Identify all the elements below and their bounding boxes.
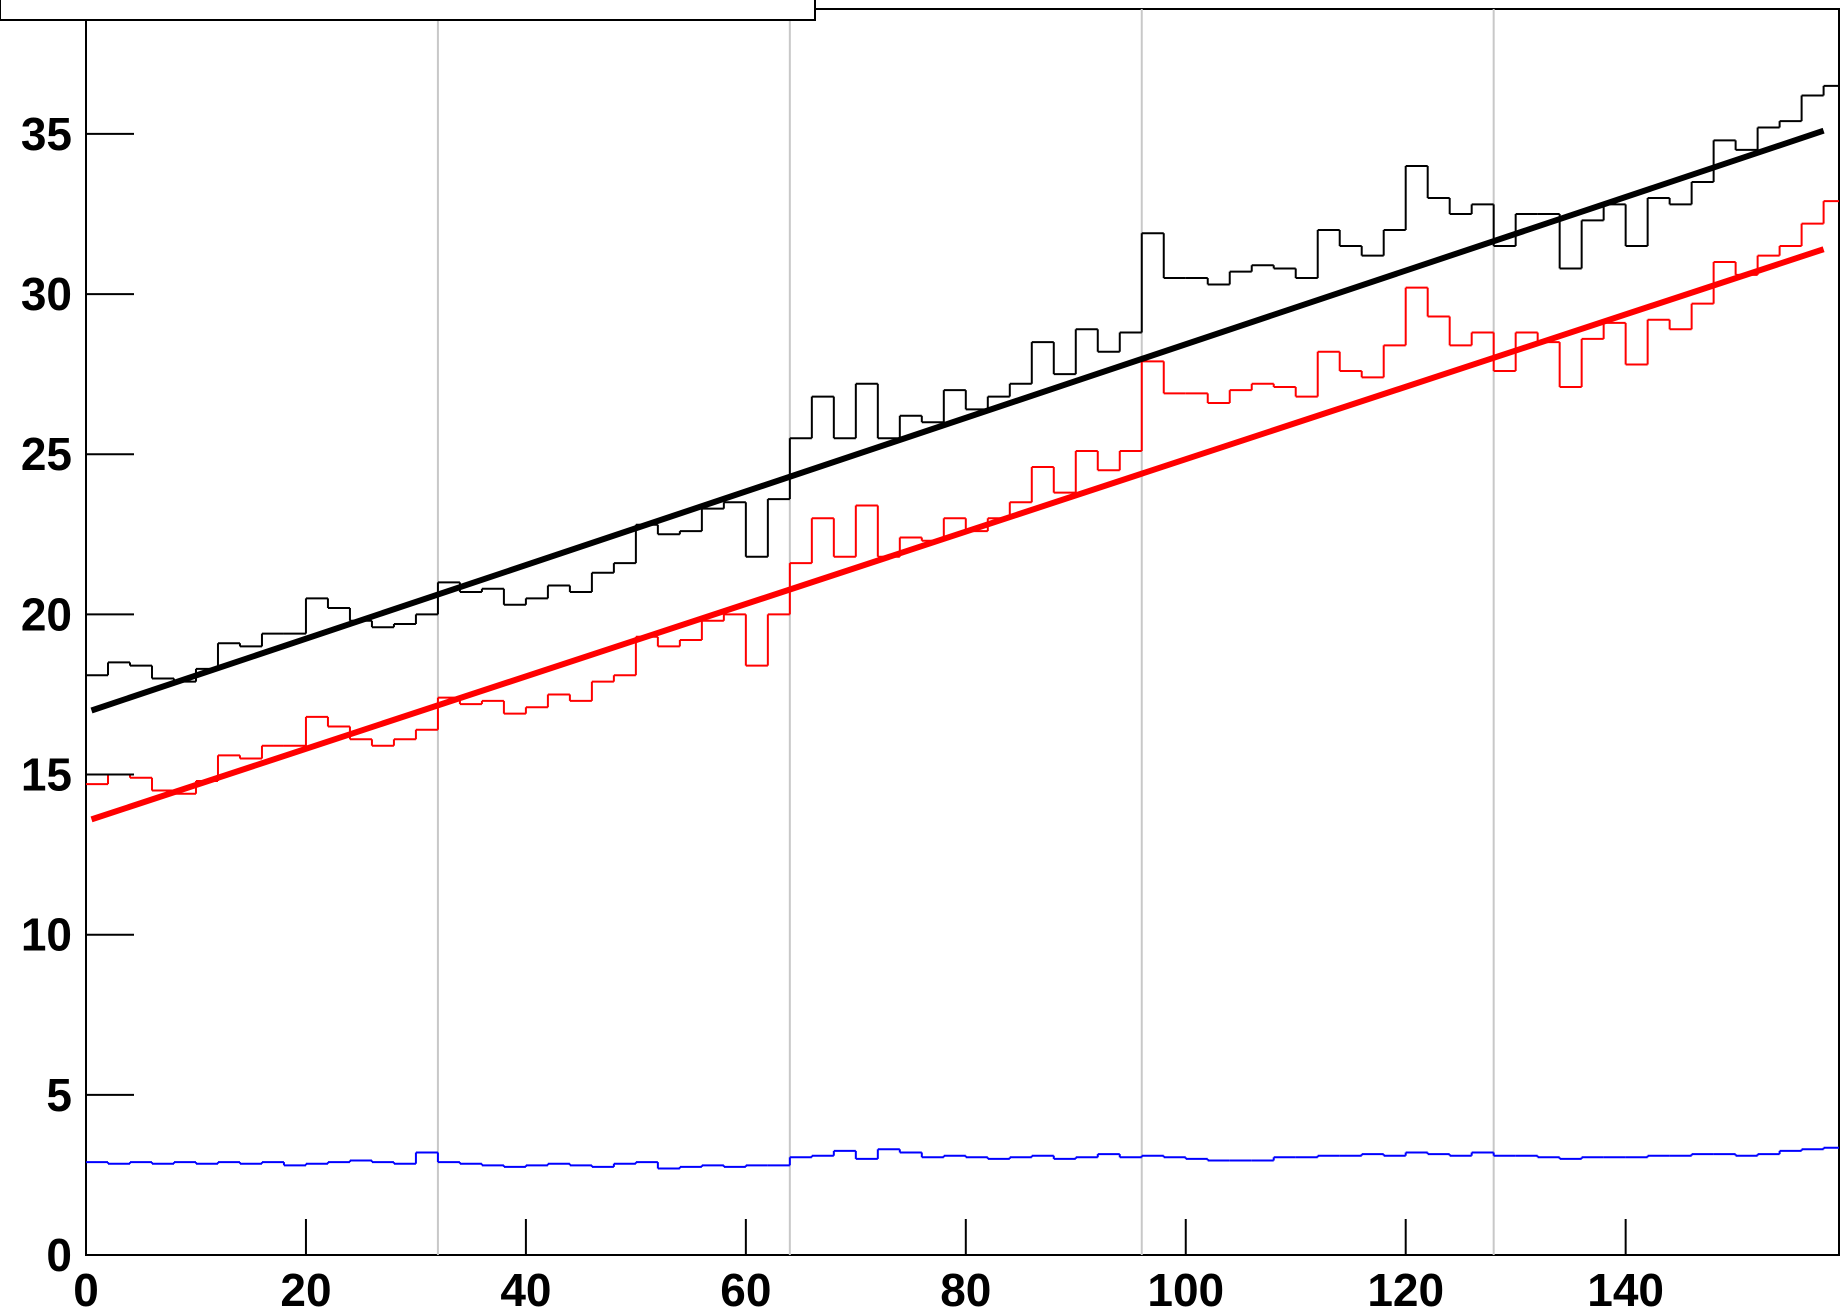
x-tick-label: 100 <box>1147 1264 1224 1309</box>
x-tick-label: 20 <box>280 1264 331 1309</box>
y-tick-label: 35 <box>21 108 72 160</box>
plot-frame <box>85 8 1840 1256</box>
marks <box>86 84 1839 1170</box>
x-tick-label: 120 <box>1367 1264 1444 1309</box>
fit-line <box>90 246 1825 823</box>
x-tick-label: 80 <box>940 1264 991 1309</box>
x-tick-label: 40 <box>500 1264 551 1309</box>
y-tick-label: 30 <box>21 268 72 320</box>
y-tick-label: 25 <box>21 428 72 480</box>
y-tick-label: 0 <box>46 1229 72 1281</box>
x-tick-label: 140 <box>1587 1264 1664 1309</box>
fit-line <box>90 127 1825 714</box>
x-tick-label: 0 <box>73 1264 99 1309</box>
y-tick-label: 10 <box>21 909 72 961</box>
title-box <box>0 0 816 21</box>
y-tick-label: 15 <box>21 749 72 801</box>
x-tick-label: 60 <box>720 1264 771 1309</box>
y-tick-label: 20 <box>21 588 72 640</box>
axes: 0 20 40 60 80 100 120 140 0 5 10 15 20 25 30 35 <box>21 108 1664 1309</box>
y-tick-label: 5 <box>46 1069 72 1121</box>
